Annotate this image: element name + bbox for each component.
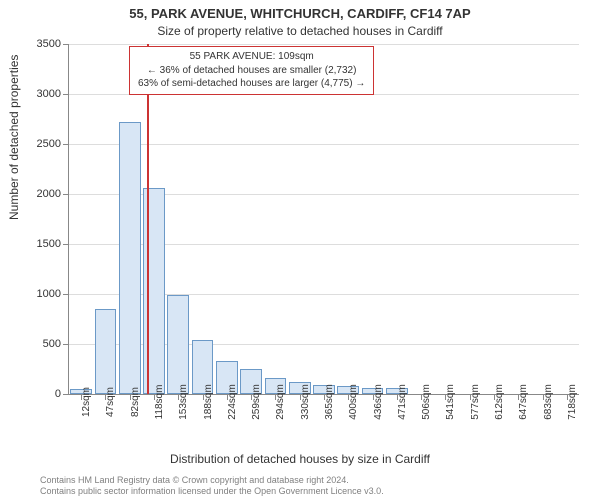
x-tick-label: 330sqm [300, 384, 311, 420]
footer-line-2: Contains public sector information licen… [40, 486, 384, 498]
annotation-line: ← 36% of detached houses are smaller (2,… [138, 64, 365, 78]
y-tick [63, 144, 69, 145]
y-tick [63, 344, 69, 345]
gridline [69, 44, 579, 45]
annotation-line: 63% of semi-detached houses are larger (… [138, 77, 365, 91]
y-tick [63, 194, 69, 195]
x-tick-label: 47sqm [105, 387, 116, 417]
histogram-bar [119, 122, 141, 394]
chart-title-sub: Size of property relative to detached ho… [0, 24, 600, 38]
x-tick-label: 294sqm [275, 384, 286, 420]
x-tick-label: 365sqm [324, 384, 335, 420]
x-axis-label: Distribution of detached houses by size … [0, 452, 600, 466]
gridline [69, 144, 579, 145]
histogram-bar [95, 309, 117, 394]
y-tick [63, 94, 69, 95]
chart-footer: Contains HM Land Registry data © Crown c… [40, 475, 384, 498]
y-tick-label: 2500 [37, 138, 61, 150]
property-marker-line [147, 44, 149, 394]
x-tick-label: 683sqm [543, 384, 554, 420]
x-tick-label: 118sqm [154, 385, 165, 420]
x-tick-label: 188sqm [203, 384, 214, 420]
x-tick-label: 12sqm [81, 387, 92, 417]
x-tick-label: 612sqm [494, 384, 505, 420]
y-tick [63, 244, 69, 245]
x-tick-label: 506sqm [421, 384, 432, 420]
x-tick-label: 224sqm [227, 384, 238, 420]
x-tick-label: 577sqm [470, 384, 481, 420]
property-size-chart: 55, PARK AVENUE, WHITCHURCH, CARDIFF, CF… [0, 0, 600, 500]
x-tick-label: 400sqm [348, 384, 359, 420]
x-tick-label: 259sqm [251, 384, 262, 420]
y-tick-label: 2000 [37, 188, 61, 200]
y-tick [63, 294, 69, 295]
y-tick-label: 500 [43, 338, 61, 350]
annotation-box: 55 PARK AVENUE: 109sqm← 36% of detached … [129, 46, 374, 95]
x-tick-label: 471sqm [397, 384, 408, 420]
histogram-bar [167, 295, 189, 394]
x-tick-label: 718sqm [567, 384, 578, 420]
y-tick-label: 0 [55, 388, 61, 400]
footer-line-1: Contains HM Land Registry data © Crown c… [40, 475, 384, 487]
x-tick-label: 541sqm [445, 384, 456, 420]
y-axis-label: Number of detached properties [7, 55, 21, 220]
histogram-bar [143, 188, 165, 394]
x-tick-label: 82sqm [130, 387, 141, 417]
y-tick [63, 44, 69, 45]
y-tick-label: 3000 [37, 88, 61, 100]
y-tick-label: 1000 [37, 288, 61, 300]
annotation-line: 55 PARK AVENUE: 109sqm [138, 50, 365, 64]
x-tick-label: 647sqm [518, 384, 529, 420]
y-tick-label: 3500 [37, 38, 61, 50]
x-tick-label: 436sqm [373, 384, 384, 420]
chart-title-main: 55, PARK AVENUE, WHITCHURCH, CARDIFF, CF… [0, 6, 600, 21]
y-tick [63, 394, 69, 395]
y-tick-label: 1500 [37, 238, 61, 250]
x-tick-label: 153sqm [178, 384, 189, 420]
plot-area: 050010001500200025003000350012sqm47sqm82… [68, 44, 579, 395]
